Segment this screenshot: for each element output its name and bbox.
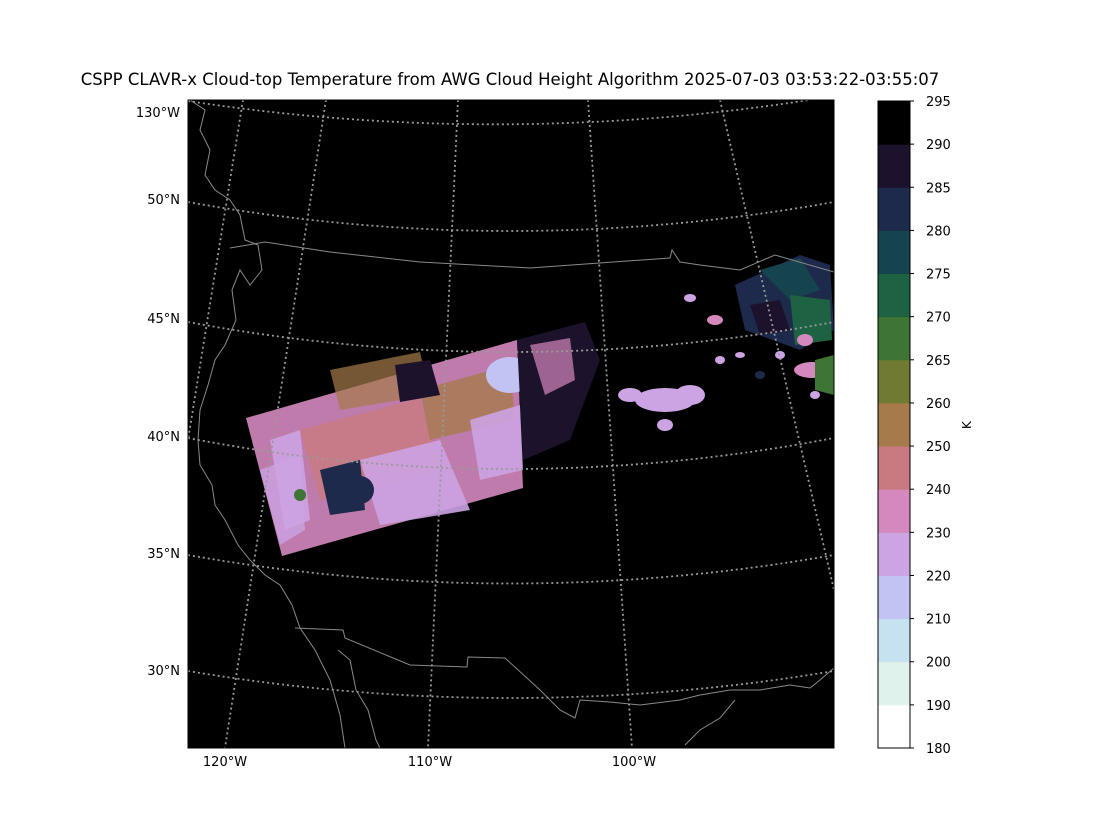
- colorbar-tick-label: 270: [926, 311, 951, 326]
- graticule: [188, 100, 834, 748]
- colorbar-tick-label: 190: [926, 699, 951, 714]
- colorbar-tick-label: 210: [926, 613, 951, 628]
- colorbar-ticks: 295 290 285 280 275 270 265 260 250 240 230 220 210 2…: [910, 95, 951, 757]
- colorbar-block: [878, 532, 910, 576]
- colorbar-frame: [877, 100, 911, 749]
- colorbar-tick-label: 295: [926, 95, 951, 110]
- lat-label: 50°N: [147, 193, 180, 208]
- lat-label: 35°N: [147, 547, 180, 562]
- lon-label: 100°W: [612, 755, 656, 770]
- colorbar-block: [878, 402, 910, 447]
- lat-label: 130°W: [136, 106, 180, 121]
- map-frame: [187, 99, 835, 749]
- colorbar-tick-label: 230: [926, 526, 951, 541]
- colorbar-tick-label: 285: [926, 181, 951, 196]
- colorbar-block: [878, 316, 910, 361]
- colorbar-block: [878, 273, 910, 318]
- colorbar-block: [878, 704, 910, 749]
- colorbar-tick-label: 240: [926, 483, 951, 498]
- lon-label: 120°W: [203, 755, 247, 770]
- cloud-scatter-east: [618, 356, 725, 431]
- colorbar-block: [878, 661, 910, 706]
- colorbar-tick-label: 180: [926, 742, 951, 757]
- colorbar-tick-label: 220: [926, 569, 951, 584]
- colorbar-block: [878, 101, 910, 145]
- colorbar-block: [878, 575, 910, 620]
- colorbar-block: [878, 359, 910, 404]
- colorbar-block: [878, 489, 910, 533]
- map-title: CSPP CLAVR-x Cloud-top Temperature from …: [80, 70, 940, 89]
- cloud-swath: [246, 322, 600, 556]
- colorbar-block: [878, 230, 910, 275]
- colorbar-block: [878, 446, 910, 490]
- cloud-cluster-northeast: [684, 255, 834, 399]
- lat-label: 45°N: [147, 312, 180, 327]
- colorbar-tick-label: 260: [926, 397, 951, 412]
- lat-label: 40°N: [147, 430, 180, 445]
- colorbar-block: [878, 187, 910, 231]
- latitude-labels: 130°W 50°N 45°N 40°N 35°N 30°N: [136, 106, 180, 679]
- coastlines-borders: [189, 100, 834, 748]
- lat-label: 30°N: [147, 664, 180, 679]
- colorbar-tick-label: 280: [926, 224, 951, 239]
- map-panel: [187, 99, 835, 749]
- colorbar-tick-label: 290: [926, 138, 951, 153]
- colorbar-blocks: [878, 101, 910, 749]
- colorbar-block: [878, 618, 910, 663]
- lon-label: 110°W: [408, 755, 452, 770]
- longitude-labels: 120°W 110°W 100°W: [203, 755, 656, 770]
- colorbar-tick-label: 200: [926, 656, 951, 671]
- colorbar-tick-label: 275: [926, 268, 951, 283]
- colorbar: 295 290 285 280 275 270 265 260 250 240 230 220 210 2…: [877, 95, 951, 757]
- colorbar-tick-label: 250: [926, 440, 951, 455]
- colorbar-block: [878, 144, 910, 188]
- colorbar-tick-label: 265: [926, 354, 951, 369]
- colorbar-unit-label: K: [959, 421, 974, 429]
